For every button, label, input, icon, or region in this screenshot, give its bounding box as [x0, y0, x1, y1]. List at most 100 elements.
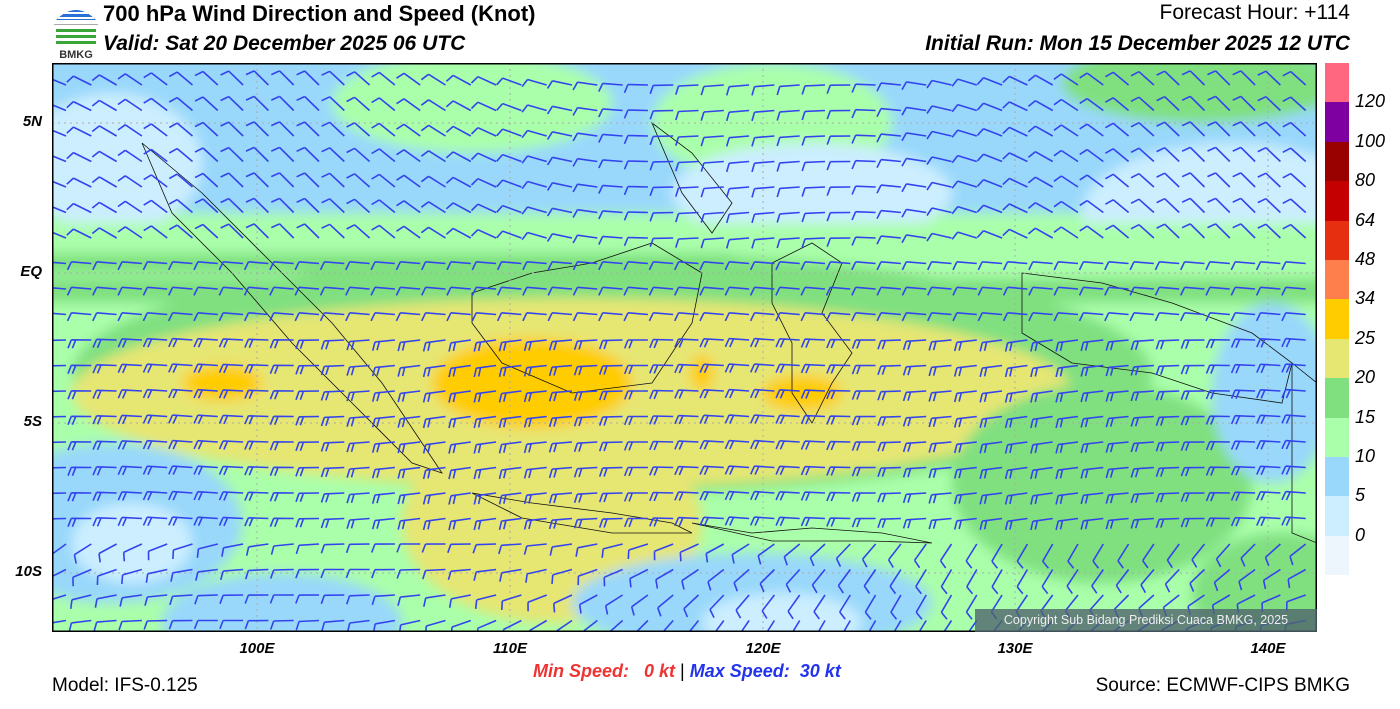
- wind-barb: [1078, 261, 1104, 271]
- legend-swatch: [1325, 338, 1349, 379]
- wind-barb: [1282, 198, 1307, 214]
- wind-barb: [1281, 312, 1306, 322]
- wind-barb: [649, 389, 674, 400]
- wind-barb: [1053, 226, 1079, 239]
- wind-barb: [598, 261, 623, 271]
- wind-barb: [749, 337, 775, 348]
- wind-barb: [117, 98, 143, 112]
- wind-barb: [66, 228, 92, 239]
- wind-barb: [52, 390, 67, 393]
- wind-barb: [623, 83, 648, 94]
- wind-barb: [801, 160, 826, 172]
- wind-barb: [422, 339, 446, 352]
- wind-barb: [445, 227, 472, 239]
- wind-barb: [220, 121, 244, 137]
- wind-barb: [117, 440, 142, 450]
- min-speed: Min Speed: 0 kt: [533, 661, 676, 681]
- wind-barb: [244, 517, 269, 527]
- wind-barb: [709, 594, 725, 618]
- wind-barb: [890, 594, 902, 620]
- wind-barb: [775, 465, 800, 476]
- wind-barb: [725, 160, 750, 173]
- wind-barb: [623, 185, 648, 196]
- wind-barb: [877, 492, 901, 503]
- wind-barb: [1154, 261, 1180, 271]
- wind-barb: [420, 124, 446, 137]
- wind-barb: [496, 204, 522, 214]
- wind-barb: [939, 543, 953, 569]
- wind-barb: [735, 594, 750, 619]
- wind-barb: [168, 96, 194, 112]
- wind-barb: [1281, 261, 1306, 271]
- wind-barb: [761, 594, 776, 619]
- wind-barb: [842, 620, 851, 632]
- wind-barb: [1207, 70, 1231, 86]
- wind-barb: [965, 594, 978, 620]
- wind-barb: [295, 543, 320, 555]
- wind-barb: [1079, 72, 1104, 86]
- wind-barb: [979, 492, 1003, 505]
- wind-barb: [547, 286, 573, 296]
- wind-barb: [371, 390, 395, 402]
- wind-barb: [977, 286, 1003, 296]
- wind-barb: [528, 619, 548, 632]
- wind-barb: [269, 441, 294, 451]
- wind-barb: [168, 71, 194, 86]
- wind-barb: [623, 390, 648, 400]
- wind-barb: [623, 492, 648, 502]
- wind-barb: [700, 109, 724, 121]
- wind-barb: [1281, 363, 1306, 373]
- wind-barb: [1130, 147, 1155, 163]
- wind-barb: [194, 96, 219, 112]
- wind-barb: [1027, 151, 1054, 163]
- wind-barb: [1028, 261, 1053, 271]
- wind-barb: [319, 261, 345, 271]
- wind-barb: [926, 130, 952, 140]
- svg-text:BMKG: BMKG: [59, 49, 93, 60]
- wind-barb: [1282, 121, 1307, 137]
- wind-barb: [548, 390, 573, 402]
- wind-barb: [915, 594, 927, 620]
- wind-barb: [876, 209, 901, 220]
- wind-barb: [1156, 172, 1180, 188]
- wind-barb: [320, 415, 345, 427]
- wind-barb: [420, 261, 446, 271]
- wind-barb: [724, 337, 750, 348]
- wind-barb: [1030, 415, 1053, 429]
- wind-barb: [52, 415, 67, 418]
- wind-barb: [143, 97, 168, 112]
- wind-barb: [699, 440, 724, 450]
- wind-barb: [445, 100, 472, 112]
- wind-barb: [598, 82, 623, 92]
- wind-barb: [725, 135, 750, 147]
- wind-barb: [699, 286, 724, 296]
- wind-barb: [245, 95, 269, 112]
- wind-barb: [66, 312, 92, 322]
- wind-barb: [66, 100, 92, 112]
- wind-barb: [498, 415, 522, 428]
- wind-barb: [1257, 70, 1281, 86]
- wind-barb: [1256, 491, 1281, 501]
- wind-barb: [1053, 200, 1079, 214]
- wind-barb: [649, 186, 674, 197]
- max-speed: Max Speed: 30 kt: [689, 661, 841, 681]
- legend-swatch: [1325, 417, 1349, 457]
- wind-barb: [979, 390, 1003, 403]
- wind-barb: [167, 286, 193, 296]
- wind-barb: [220, 70, 244, 86]
- wind-barb: [496, 102, 522, 112]
- wind-barb: [346, 198, 371, 214]
- wind-barb: [851, 517, 876, 528]
- wind-barb: [740, 620, 750, 632]
- map-frame: [52, 63, 1317, 632]
- wind-barb: [194, 223, 219, 239]
- wind-barb: [675, 186, 699, 197]
- wind-barb: [759, 568, 775, 593]
- wind-barb: [902, 390, 927, 402]
- wind-barb: [1230, 363, 1256, 374]
- wind-barb: [749, 261, 775, 271]
- wind-barb: [52, 594, 67, 601]
- wind-barb: [498, 466, 522, 479]
- wind-barb: [422, 390, 446, 403]
- lon-label: 120E: [745, 640, 781, 657]
